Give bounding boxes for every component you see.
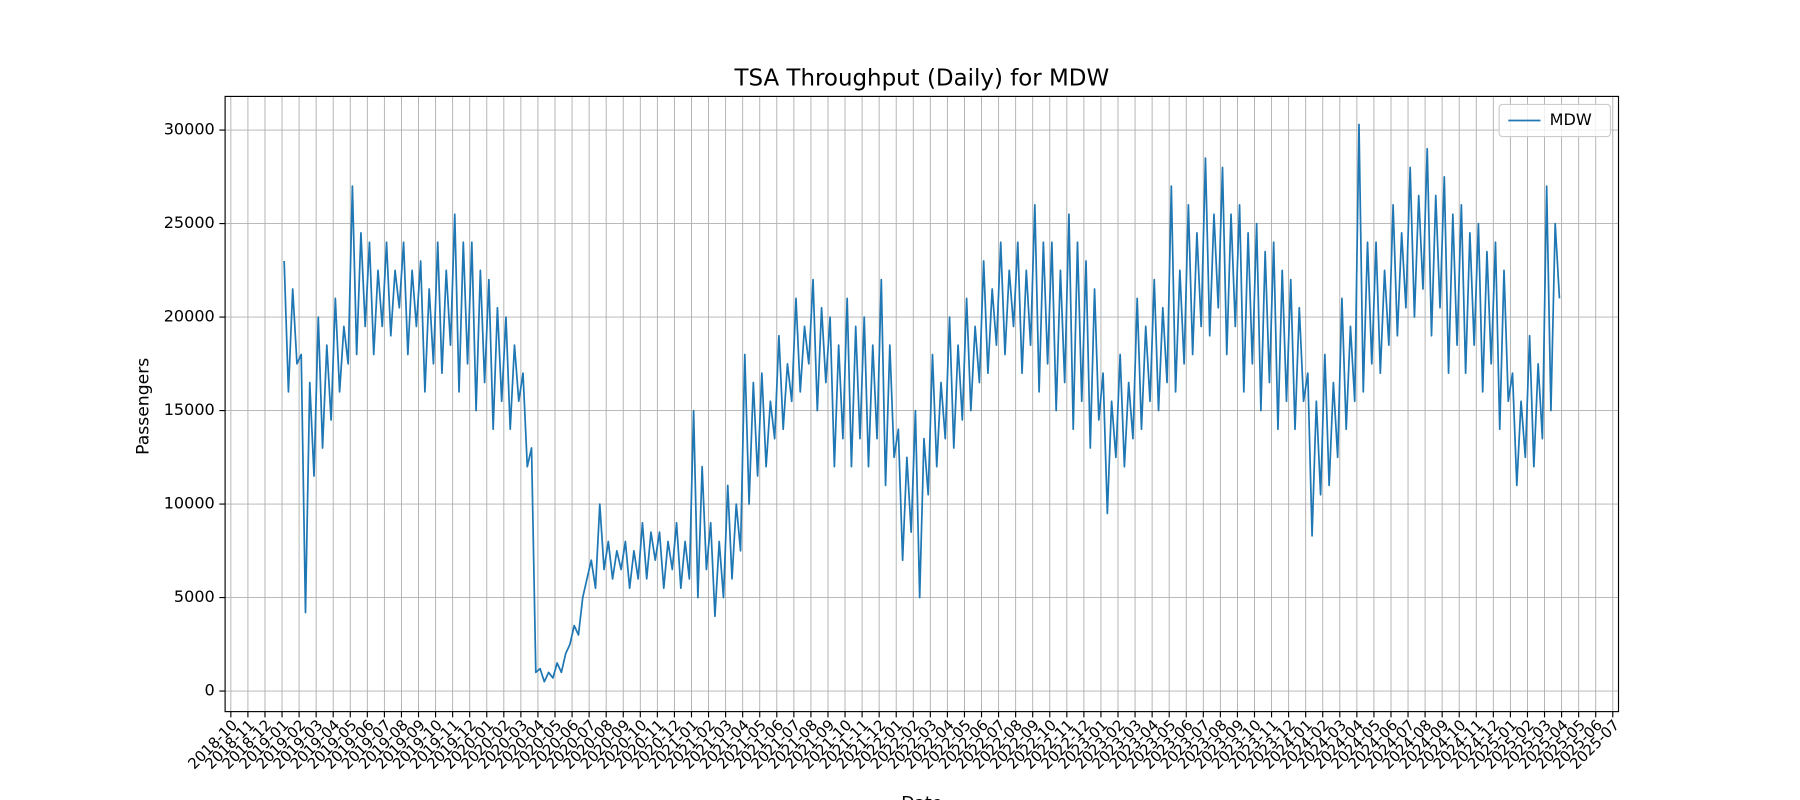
chart-title: TSA Throughput (Daily) for MDW: [733, 66, 1109, 92]
axes: 0500010000150002000025000300002018-10201…: [164, 120, 1623, 773]
y-tick-label: 5000: [174, 587, 215, 606]
axes-frame: [224, 95, 1620, 713]
legend-label: MDW: [1550, 110, 1592, 129]
legend: MDW: [1498, 103, 1612, 138]
y-tick-label: 0: [205, 681, 215, 700]
x-axis-label: Date: [901, 793, 942, 800]
y-tick-label: 15000: [164, 400, 215, 419]
y-tick-label: 10000: [164, 494, 215, 513]
y-tick-label: 30000: [164, 120, 215, 139]
data-line: [283, 123, 1561, 683]
y-tick-label: 25000: [164, 213, 215, 232]
y-tick-label: 20000: [164, 307, 215, 326]
legend-box: [1498, 103, 1612, 138]
plot-area: [283, 123, 1561, 683]
y-axis-label: Passengers: [134, 358, 154, 455]
